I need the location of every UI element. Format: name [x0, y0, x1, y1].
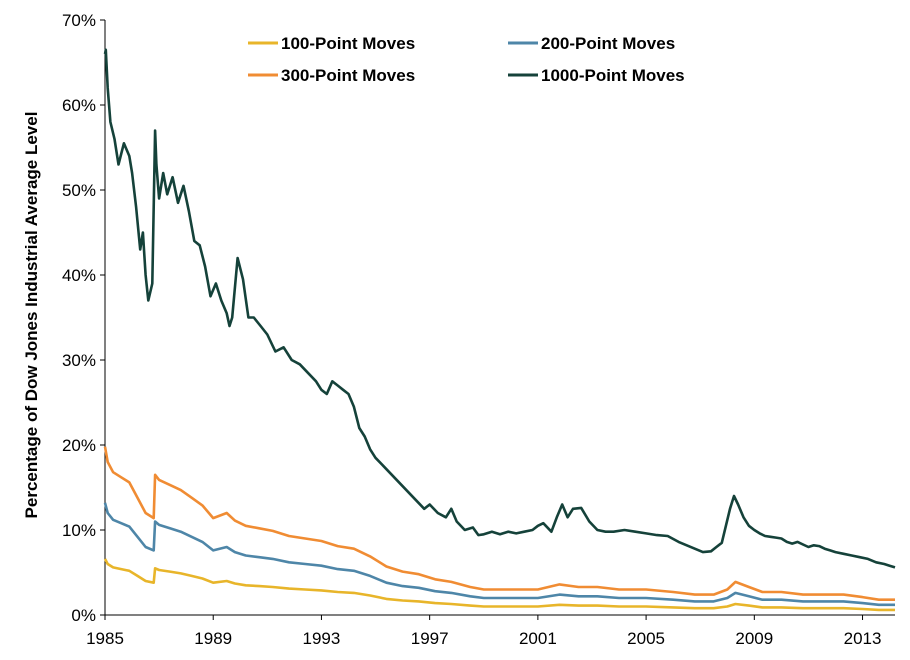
series-line-300-point-moves	[103, 446, 895, 602]
series-line-200-point-moves	[103, 502, 895, 607]
y-tick-label: 20%	[62, 436, 96, 455]
y-tick-label: 40%	[62, 266, 96, 285]
x-tick-label: 1989	[194, 629, 232, 648]
legend-item-300-point-moves: 300-Point Moves	[248, 66, 415, 85]
x-tick-label: 2013	[844, 629, 882, 648]
series-line-100-point-moves	[103, 558, 895, 612]
x-tick-label: 1985	[86, 629, 124, 648]
y-axis-label: Percentage of Dow Jones Industrial Avera…	[22, 112, 41, 519]
x-tick-label: 2001	[519, 629, 557, 648]
legend-label: 200-Point Moves	[541, 34, 675, 53]
legend-item-100-point-moves: 100-Point Moves	[248, 34, 415, 53]
legend-item-1000-point-moves: 1000-Point Moves	[508, 66, 685, 85]
series-line-1000-point-moves	[103, 48, 896, 569]
y-tick-label: 0%	[71, 606, 96, 625]
x-tick-label: 2009	[735, 629, 773, 648]
y-tick-label: 10%	[62, 521, 96, 540]
x-tick-label: 1993	[303, 629, 341, 648]
legend-label: 300-Point Moves	[281, 66, 415, 85]
legend-label: 1000-Point Moves	[541, 66, 685, 85]
y-tick-label: 30%	[62, 351, 96, 370]
x-tick-label: 1997	[411, 629, 449, 648]
axes: 0% 10% 20% 30% 40% 50% 60% 70% 1985 1989 1993 1997 2…	[62, 11, 895, 648]
legend-label: 100-Point Moves	[281, 34, 415, 53]
series-lines	[103, 48, 896, 612]
y-tick-label: 70%	[62, 11, 96, 30]
y-tick-label: 60%	[62, 96, 96, 115]
legend-item-200-point-moves: 200-Point Moves	[508, 34, 675, 53]
legend: 100-Point Moves 200-Point Moves 300-Point …	[248, 34, 685, 85]
x-tick-label: 2005	[627, 629, 665, 648]
y-tick-label: 50%	[62, 181, 96, 200]
